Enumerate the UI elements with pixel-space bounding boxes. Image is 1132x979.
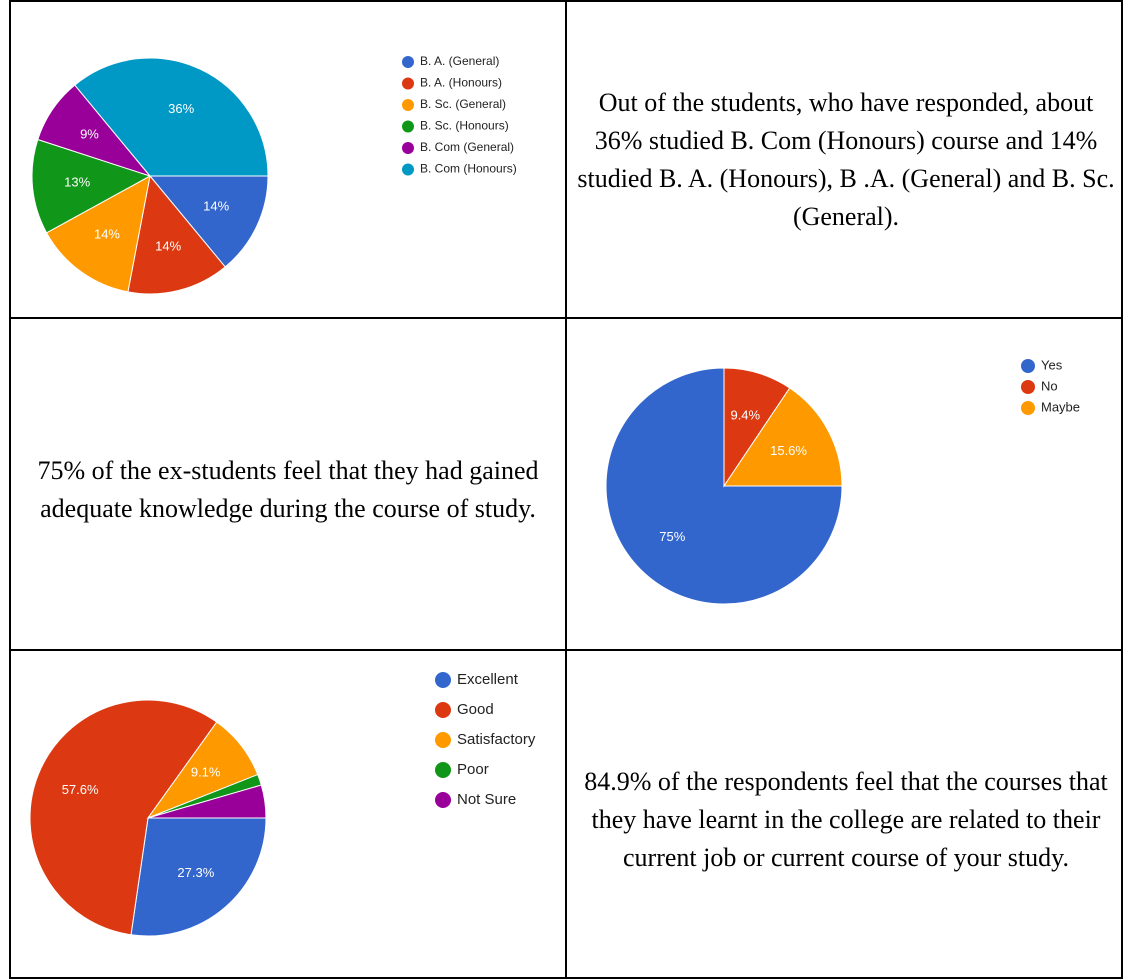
legend-label: B. A. (Honours) — [420, 76, 502, 90]
pie-slice — [147, 784, 267, 819]
legend-swatch — [435, 672, 451, 688]
legend-label: Not Sure — [457, 791, 516, 808]
legend-swatch — [1021, 359, 1035, 373]
legend-swatch — [402, 77, 414, 90]
slice-label: 14% — [203, 199, 229, 214]
slice-label: 13% — [64, 174, 90, 189]
slice-label: 9.4% — [730, 407, 760, 422]
pie-slice — [45, 175, 151, 293]
legend-label: No — [1041, 378, 1058, 393]
legend-label: B. Com (General) — [420, 140, 514, 154]
legend-swatch — [402, 163, 414, 176]
slice-label: 14% — [155, 238, 181, 253]
pie-slice — [29, 699, 218, 936]
slice-label: 75% — [659, 529, 685, 544]
pie-slice — [723, 387, 843, 487]
slice-label: 15.6% — [770, 443, 807, 458]
legend-label: B. Sc. (Honours) — [420, 119, 509, 133]
legend-swatch — [435, 732, 451, 748]
legend-label: Good — [457, 701, 494, 718]
pie-slice — [31, 138, 152, 234]
legend-label: B. A. (General) — [420, 54, 499, 68]
legend-label: Maybe — [1041, 399, 1080, 414]
pie-slice — [148, 175, 269, 268]
legend-swatch — [1021, 380, 1035, 394]
legend-label: B. Com (Honours) — [420, 162, 517, 176]
legend-swatch — [435, 702, 451, 718]
description: 84.9% of the respondents feel that the c… — [584, 767, 1108, 872]
legend-swatch — [402, 56, 414, 68]
legend-label: Poor — [457, 761, 489, 778]
legend-swatch — [435, 792, 451, 808]
legend-label: Satisfactory — [457, 731, 536, 748]
legend-swatch — [402, 120, 414, 133]
slice-label: 14% — [94, 227, 120, 242]
legend-swatch — [402, 99, 414, 111]
legend-label: B. Sc. (General) — [420, 97, 506, 111]
pie-slice — [605, 367, 843, 605]
legend-label: Excellent — [457, 671, 519, 688]
legend-swatch — [402, 142, 414, 154]
slice-label: 27.3% — [177, 865, 214, 880]
legend-label: Yes — [1041, 357, 1063, 372]
slice-label: 57.6% — [62, 782, 99, 797]
legend-swatch — [435, 762, 451, 778]
slice-label: 9.1% — [191, 764, 221, 779]
pie-slice — [74, 57, 269, 177]
legend-swatch — [1021, 401, 1035, 415]
slice-label: 9% — [80, 126, 99, 141]
pie-slice — [127, 174, 226, 295]
pie-slice — [130, 817, 267, 937]
description: Out of the students, who have responded,… — [577, 88, 1115, 231]
slice-label: 36% — [168, 101, 194, 116]
description: 75% of the ex-students feel that they ha… — [37, 456, 539, 523]
